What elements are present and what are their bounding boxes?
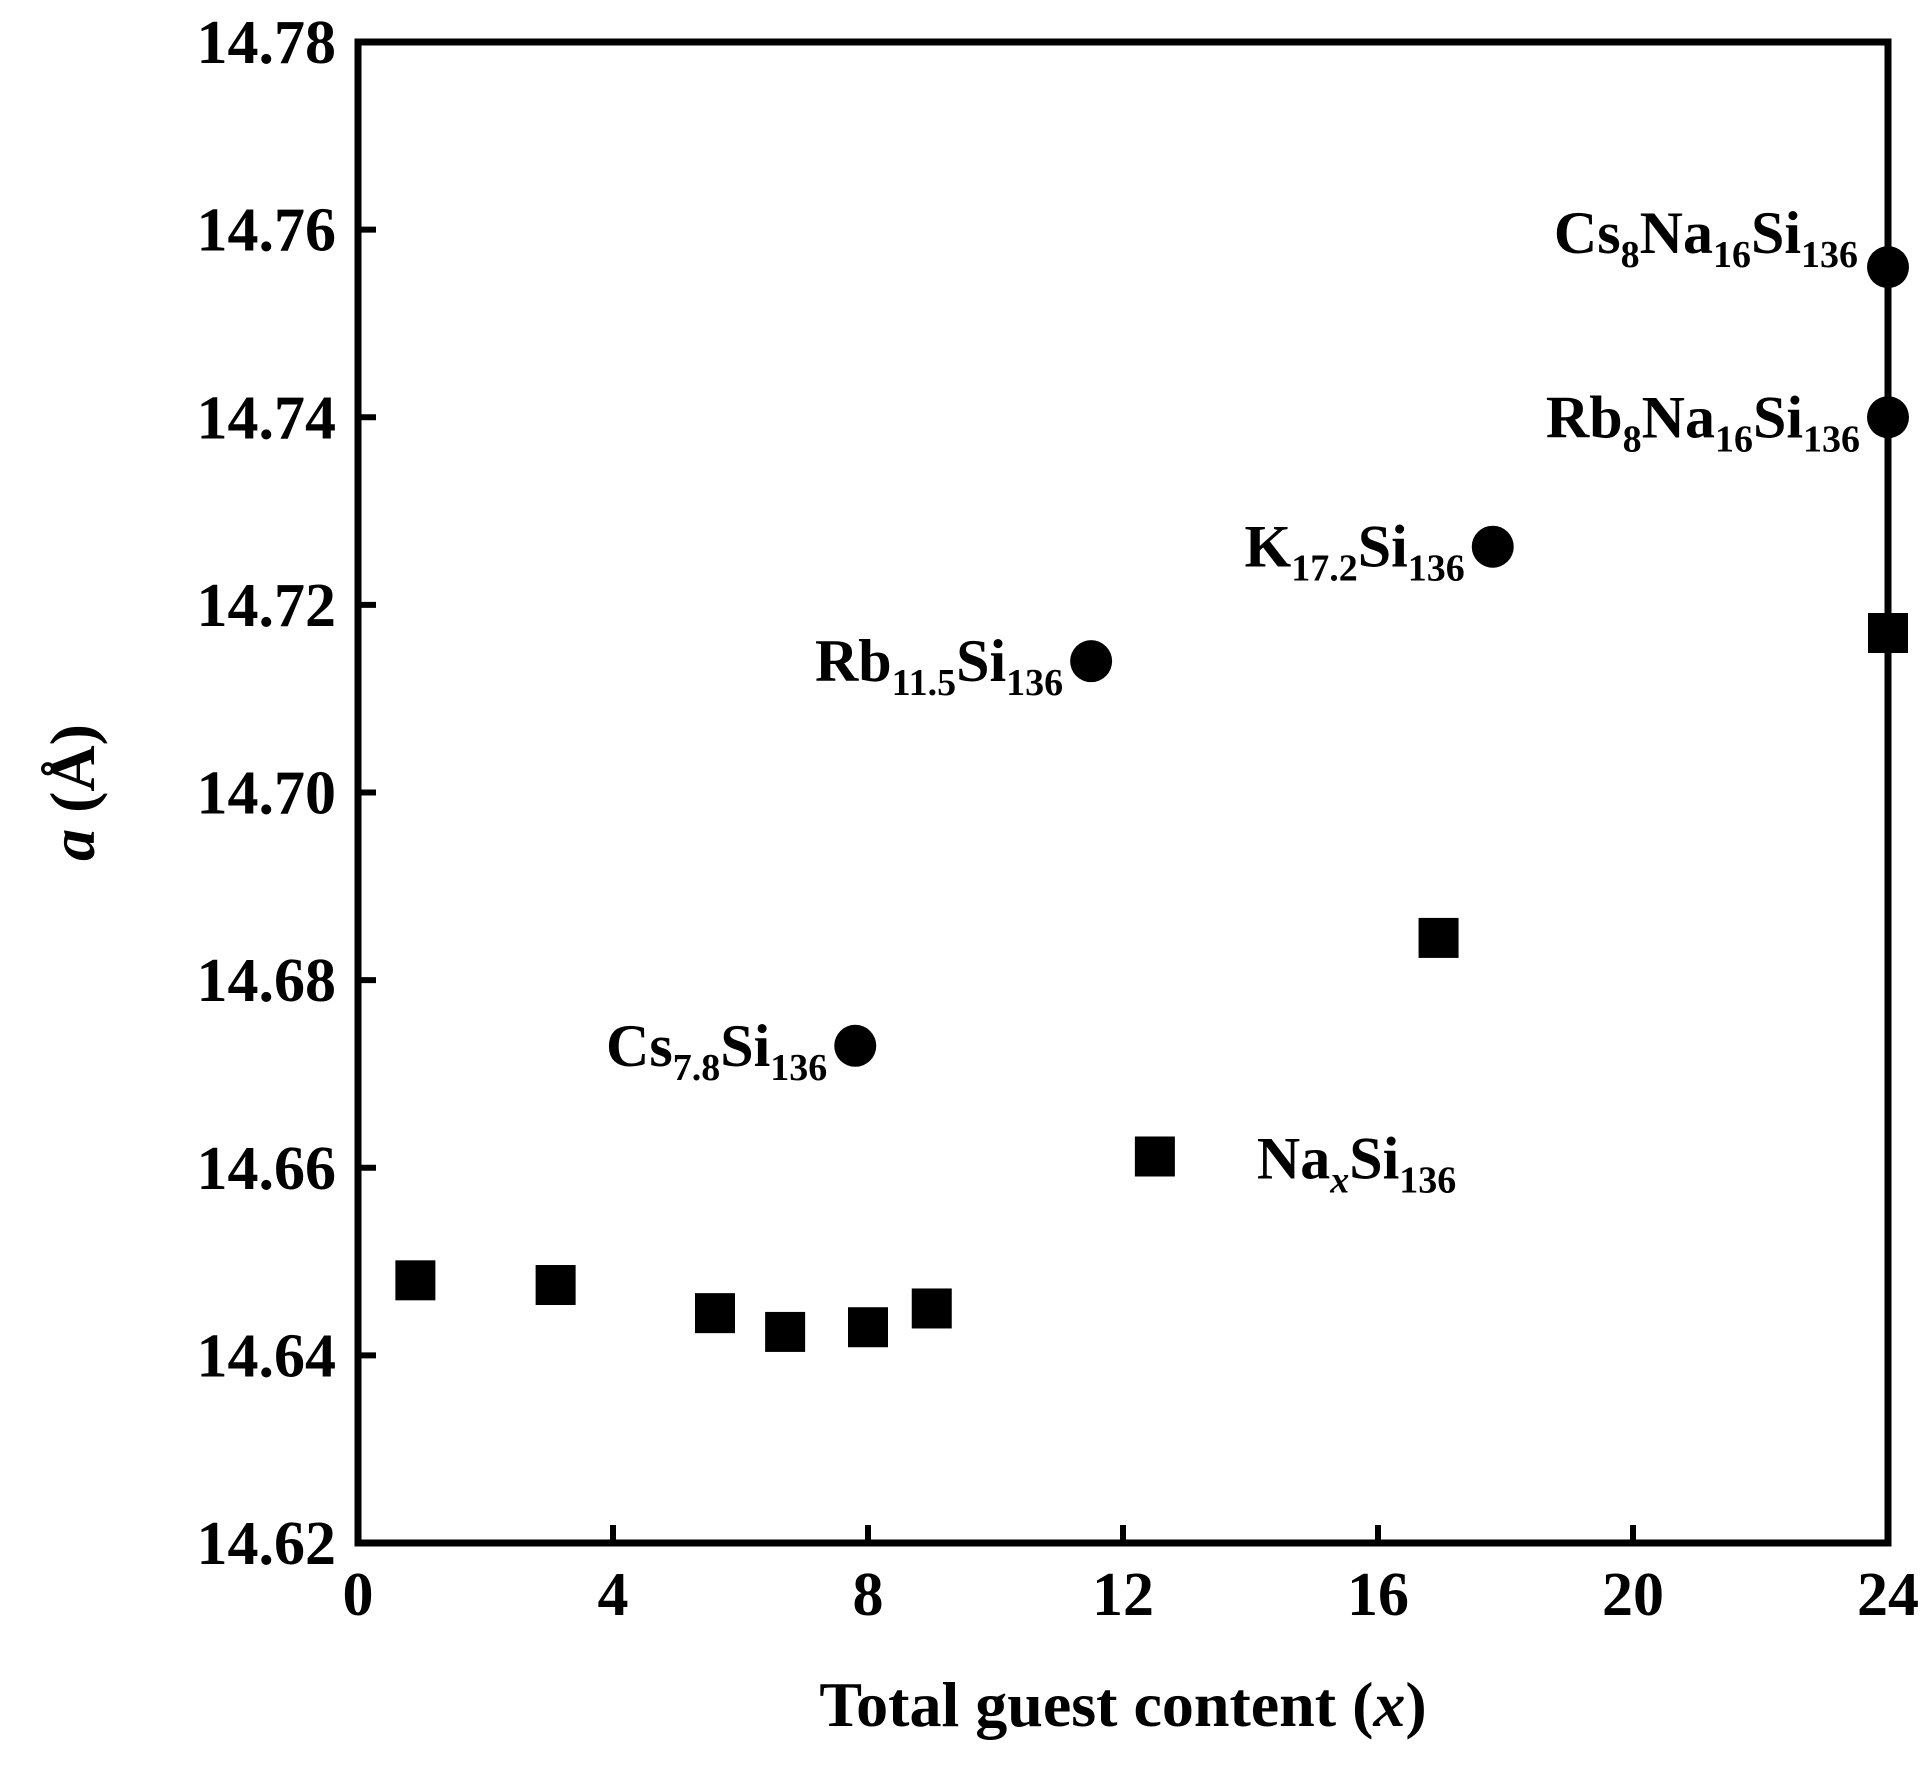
circle-marker [1867, 396, 1909, 439]
circle-marker [834, 1024, 877, 1067]
axis-titles: Total guest content (x) a (Å) [37, 724, 1427, 1740]
y-tick-label: 14.68 [197, 947, 337, 1015]
circle-marker [1070, 640, 1113, 683]
y-tick-label: 14.66 [197, 1135, 337, 1203]
y-tick-label: 14.76 [197, 197, 337, 265]
y-axis-title: a (Å) [37, 724, 108, 861]
square-marker [1134, 1136, 1175, 1177]
formula-label: Cs7.8Si136 [606, 1013, 827, 1089]
y-tick-label: 14.78 [197, 9, 337, 77]
x-tick-label: 8 [853, 1561, 884, 1629]
x-tick-label: 4 [598, 1561, 629, 1629]
square-marker [911, 1288, 952, 1329]
x-tick-label: 16 [1347, 1561, 1409, 1629]
formula-label: Rb11.5Si136 [815, 628, 1063, 704]
x-tick-label: 12 [1092, 1561, 1154, 1629]
axes [354, 38, 1892, 1547]
x-tick-label: 0 [343, 1561, 374, 1629]
y-tick-label: 14.74 [197, 384, 337, 452]
circle-marker [1867, 246, 1909, 289]
square-marker [1868, 613, 1908, 654]
square-marker [848, 1307, 888, 1348]
square-marker [395, 1260, 436, 1301]
circle-marker [1471, 525, 1514, 568]
formula-label: Cs8Na16Si136 [1554, 200, 1858, 276]
formula-label: Rb8Na16Si136 [1546, 384, 1860, 460]
y-tick-label: 14.70 [197, 760, 337, 828]
x-tick-label: 24 [1857, 1561, 1919, 1629]
x-axis-title: Total guest content (x) [819, 1669, 1426, 1740]
square-marker [1418, 917, 1459, 958]
y-tick-label: 14.72 [197, 572, 337, 640]
plot-frame [354, 38, 1892, 1547]
square-marker [535, 1265, 576, 1306]
data-points [395, 246, 1909, 1352]
x-tick-label: 20 [1602, 1561, 1664, 1629]
square-marker [765, 1311, 806, 1352]
formula-label: NaxSi136 [1257, 1125, 1456, 1201]
y-tick-label: 14.64 [197, 1322, 337, 1390]
formula-label: K17.2Si136 [1245, 514, 1465, 590]
square-marker [695, 1293, 735, 1334]
y-tick-label: 14.62 [197, 1510, 337, 1578]
annotations: Cs7.8Si136 Rb11.5Si136 K17.2Si136 Rb8Na16Si… [606, 200, 1860, 1201]
ticks: 0 4 8 12 16 20 24 14.62 14.64 14.66 14.68 14.70 14.7… [197, 9, 1920, 1629]
